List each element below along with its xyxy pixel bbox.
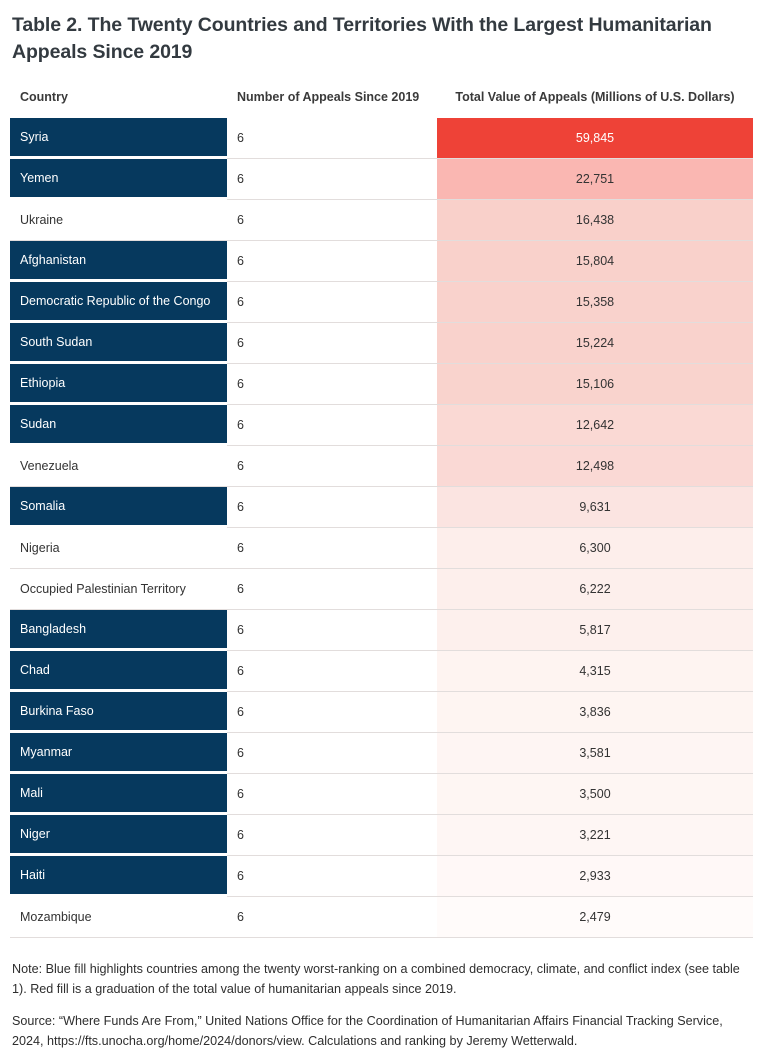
appeals-table: Country Number of Appeals Since 2019 Tot…: [10, 90, 753, 938]
table-row: Venezuela 6 12,498: [10, 446, 753, 487]
table-row: Bangladesh 6 5,817: [10, 610, 753, 651]
country-cell: Bangladesh: [10, 610, 227, 651]
total-value-cell: 12,498: [437, 446, 753, 487]
column-header-appeals-count: Number of Appeals Since 2019: [237, 90, 420, 104]
total-value-cell: 4,315: [437, 651, 753, 692]
total-value-cell: 6,300: [437, 528, 753, 569]
country-cell: Occupied Palestinian Territory: [10, 569, 227, 610]
appeals-count-cell: 6: [227, 241, 437, 282]
appeals-count-cell: 6: [227, 610, 437, 651]
country-cell: Mali: [10, 774, 227, 815]
table-note: Note: Blue fill highlights countries amo…: [12, 962, 740, 996]
country-cell: Nigeria: [10, 528, 227, 569]
appeals-count-cell: 6: [227, 159, 437, 200]
appeals-count-cell: 6: [227, 405, 437, 446]
country-cell: Afghanistan: [10, 241, 227, 282]
total-value-cell: 3,500: [437, 774, 753, 815]
country-cell: Venezuela: [10, 446, 227, 487]
country-cell: Yemen: [10, 159, 227, 200]
appeals-count-cell: 6: [227, 118, 437, 159]
total-value-cell: 12,642: [437, 405, 753, 446]
total-value-cell: 15,804: [437, 241, 753, 282]
page-title: Table 2. The Twenty Countries and Territ…: [12, 14, 712, 63]
table-row: Haiti 6 2,933: [10, 856, 753, 897]
appeals-count-cell: 6: [227, 323, 437, 364]
table-row: Nigeria 6 6,300: [10, 528, 753, 569]
column-header-country: Country: [20, 90, 68, 104]
appeals-count-cell: 6: [227, 774, 437, 815]
table-source: Source: “Where Funds Are From,” United N…: [12, 1014, 723, 1048]
table-row: Ukraine 6 16,438: [10, 200, 753, 241]
table-row: Somalia 6 9,631: [10, 487, 753, 528]
country-cell: Ethiopia: [10, 364, 227, 405]
table-row: Ethiopia 6 15,106: [10, 364, 753, 405]
country-cell: South Sudan: [10, 323, 227, 364]
table-body: Syria 6 59,845 Yemen 6 22,751 Ukraine 6 16,438 Af…: [10, 118, 753, 938]
total-value-cell: 15,224: [437, 323, 753, 364]
appeals-count-cell: 6: [227, 651, 437, 692]
table-row: Burkina Faso 6 3,836: [10, 692, 753, 733]
country-cell: Sudan: [10, 405, 227, 446]
total-value-cell: 3,221: [437, 815, 753, 856]
appeals-count-cell: 6: [227, 282, 437, 323]
appeals-count-cell: 6: [227, 487, 437, 528]
table-row: Yemen 6 22,751: [10, 159, 753, 200]
table-header-row: Country Number of Appeals Since 2019 Tot…: [10, 90, 753, 118]
total-value-cell: 22,751: [437, 159, 753, 200]
total-value-cell: 16,438: [437, 200, 753, 241]
table-row: Mozambique 6 2,479: [10, 897, 753, 938]
appeals-count-cell: 6: [227, 446, 437, 487]
total-value-cell: 3,581: [437, 733, 753, 774]
country-cell: Syria: [10, 118, 227, 159]
total-value-cell: 2,933: [437, 856, 753, 897]
total-value-cell: 2,479: [437, 897, 753, 938]
appeals-count-cell: 6: [227, 856, 437, 897]
total-value-cell: 15,106: [437, 364, 753, 405]
total-value-cell: 5,817: [437, 610, 753, 651]
appeals-count-cell: 6: [227, 200, 437, 241]
country-cell: Burkina Faso: [10, 692, 227, 733]
total-value-cell: 6,222: [437, 569, 753, 610]
appeals-count-cell: 6: [227, 733, 437, 774]
table-row: Occupied Palestinian Territory 6 6,222: [10, 569, 753, 610]
total-value-cell: 9,631: [437, 487, 753, 528]
country-cell: Mozambique: [10, 897, 227, 938]
table-row: Mali 6 3,500: [10, 774, 753, 815]
appeals-count-cell: 6: [227, 364, 437, 405]
total-value-cell: 15,358: [437, 282, 753, 323]
table-row: Sudan 6 12,642: [10, 405, 753, 446]
table-row: Afghanistan 6 15,804: [10, 241, 753, 282]
table-row: Niger 6 3,221: [10, 815, 753, 856]
appeals-count-cell: 6: [227, 692, 437, 733]
column-header-total-value: Total Value of Appeals (Millions of U.S.…: [455, 90, 735, 104]
country-cell: Niger: [10, 815, 227, 856]
table-row: South Sudan 6 15,224: [10, 323, 753, 364]
table-row: Myanmar 6 3,581: [10, 733, 753, 774]
table-row: Chad 6 4,315: [10, 651, 753, 692]
appeals-count-cell: 6: [227, 897, 437, 938]
appeals-count-cell: 6: [227, 569, 437, 610]
total-value-cell: 59,845: [437, 118, 753, 159]
country-cell: Democratic Republic of the Congo: [10, 282, 227, 323]
country-cell: Chad: [10, 651, 227, 692]
total-value-cell: 3,836: [437, 692, 753, 733]
country-cell: Somalia: [10, 487, 227, 528]
country-cell: Myanmar: [10, 733, 227, 774]
country-cell: Ukraine: [10, 200, 227, 241]
table-row: Syria 6 59,845: [10, 118, 753, 159]
table-row: Democratic Republic of the Congo 6 15,358: [10, 282, 753, 323]
country-cell: Haiti: [10, 856, 227, 897]
appeals-count-cell: 6: [227, 815, 437, 856]
appeals-count-cell: 6: [227, 528, 437, 569]
